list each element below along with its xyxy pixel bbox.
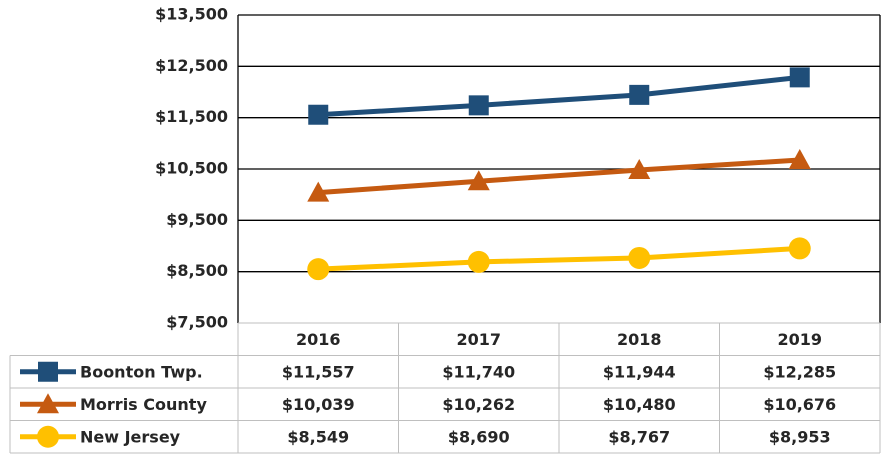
point-marker [468, 95, 489, 116]
table-value: $8,953 [769, 427, 831, 446]
table-value: $8,767 [608, 427, 670, 446]
series-line [318, 245, 800, 272]
point-marker [789, 67, 810, 88]
point-marker [467, 250, 490, 273]
y-tick-label: $10,500 [155, 159, 228, 178]
legend-label: Morris County [80, 395, 207, 414]
legend-label: Boonton Twp. [80, 362, 203, 381]
legend-marker [38, 361, 58, 382]
point-marker [628, 246, 651, 269]
legend-label: New Jersey [80, 427, 181, 446]
legend-marker [37, 393, 59, 414]
x-tick-label: 2016 [296, 330, 341, 349]
y-tick-label: $9,500 [166, 210, 228, 229]
point-marker [788, 237, 811, 260]
y-tick-label: $13,500 [155, 5, 228, 24]
table-value: $10,480 [603, 395, 676, 414]
table-value: $10,262 [442, 395, 515, 414]
table-value: $10,039 [282, 395, 355, 414]
point-marker [307, 181, 330, 202]
y-tick-label: $12,500 [155, 56, 228, 75]
table-value: $10,676 [763, 395, 836, 414]
point-marker [629, 84, 650, 105]
table-value: $11,557 [282, 362, 355, 381]
x-tick-label: 2017 [456, 330, 501, 349]
y-tick-label: $8,500 [166, 261, 228, 280]
x-tick-label: 2019 [777, 330, 822, 349]
table-value: $11,944 [603, 362, 676, 381]
table-value: $8,690 [448, 427, 510, 446]
table-value: $11,740 [442, 362, 515, 381]
point-marker [308, 104, 329, 125]
point-marker [628, 159, 651, 180]
series-line [318, 157, 800, 196]
point-marker [307, 258, 330, 281]
x-tick-label: 2018 [617, 330, 662, 349]
y-tick-label: $7,500 [166, 313, 228, 332]
legend-marker [37, 425, 59, 448]
point-marker [788, 148, 811, 169]
table-value: $12,285 [763, 362, 836, 381]
point-marker [467, 170, 490, 191]
table-value: $8,549 [287, 427, 349, 446]
series-line [318, 74, 801, 118]
y-tick-label: $11,500 [155, 107, 228, 126]
